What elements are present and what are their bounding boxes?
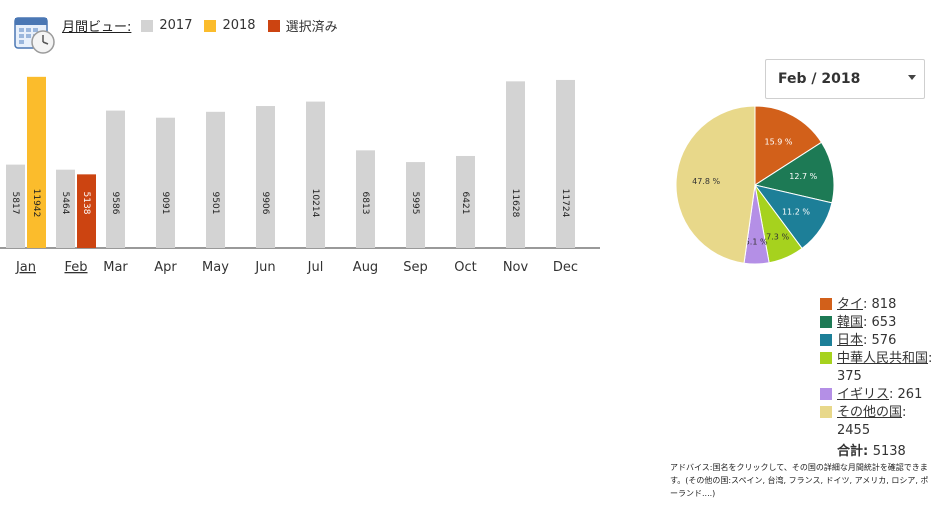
month-select-value: Feb / 2018 bbox=[778, 71, 861, 87]
legend-swatch bbox=[820, 334, 832, 346]
legend-label: 2017 bbox=[159, 18, 193, 33]
bar-value-label: 5464 bbox=[60, 192, 70, 215]
legend-item-selected: 選択済み bbox=[267, 16, 338, 35]
legend-item-2017: 2017 bbox=[141, 18, 192, 33]
pie-slice-1[interactable] bbox=[753, 141, 835, 204]
month-label-apr: Apr bbox=[154, 260, 177, 275]
legend-swatch bbox=[820, 388, 832, 400]
bar-value-label: 9586 bbox=[110, 192, 120, 215]
pie-slice-0[interactable] bbox=[754, 105, 823, 186]
bar-feb-2017[interactable] bbox=[56, 169, 75, 248]
month-label-sep: Sep bbox=[403, 260, 428, 275]
country-value: : 261 bbox=[889, 387, 923, 402]
legend-swatch bbox=[820, 352, 832, 364]
month-label-jun: Jun bbox=[254, 260, 275, 275]
bar-value-label: 9906 bbox=[260, 192, 270, 215]
legend-swatch bbox=[820, 298, 832, 310]
legend-label: 選択済み bbox=[285, 20, 338, 35]
pie-slice-5[interactable] bbox=[675, 105, 756, 264]
country-link[interactable]: 中華人民共和国 bbox=[837, 351, 929, 366]
pie-percent-label: 11.2 % bbox=[782, 207, 810, 216]
month-label-dec: Dec bbox=[553, 260, 578, 275]
bar-value-label: 6421 bbox=[460, 192, 470, 215]
total-value: 5138 bbox=[872, 444, 906, 459]
bar-feb-2018[interactable] bbox=[77, 174, 96, 248]
legend-swatch bbox=[820, 406, 832, 418]
legend-item-2018: 2018 bbox=[204, 18, 256, 33]
pie-percent-label: 15.9 % bbox=[765, 138, 793, 147]
month-label-jul: Jul bbox=[307, 260, 324, 275]
bar-value-label: 6813 bbox=[360, 192, 370, 215]
legend-label: 2018 bbox=[222, 18, 256, 33]
bar-may-2017[interactable] bbox=[206, 111, 225, 248]
country-link[interactable]: イギリス bbox=[837, 387, 890, 402]
bar-value-label: 10214 bbox=[310, 189, 320, 218]
bar-dec-2017[interactable] bbox=[556, 79, 575, 249]
pie-legend-item: タイ: 818 bbox=[820, 296, 935, 314]
month-label-nov: Nov bbox=[503, 260, 529, 275]
bar-jan-2017[interactable] bbox=[6, 164, 25, 248]
bar-aug-2017[interactable] bbox=[356, 150, 375, 248]
bar-value-label: 9501 bbox=[210, 192, 220, 215]
bar-value-label: 5138 bbox=[81, 192, 91, 215]
monthly-bar-chart: 5817 11942 Jan 5464 5138 Feb 9586 Mar 9091 Apr 950… bbox=[0, 76, 600, 275]
total-label: 合計: bbox=[837, 444, 869, 459]
pie-legend-item: 日本: 576 bbox=[820, 332, 935, 350]
pie-total: 合計: 5138 bbox=[820, 443, 935, 461]
pie-legend-item: 韓国: 653 bbox=[820, 314, 935, 332]
bar-value-label: 9091 bbox=[160, 192, 170, 215]
advice-text: アドバイス:国名をクリックして、その国の詳細な月間統計を確認できます。(その他の… bbox=[670, 463, 929, 498]
bar-nov-2017[interactable] bbox=[506, 81, 525, 248]
legend-swatch bbox=[141, 19, 154, 32]
pie-percent-label: 12.7 % bbox=[789, 172, 817, 181]
country-pie-chart: 15.9 % 12.7 % 11.2 % 7.3 %5.1 % 47.8 % bbox=[675, 105, 835, 265]
chevron-down-icon bbox=[908, 75, 916, 80]
month-label-aug: Aug bbox=[353, 260, 378, 275]
bar-jun-2017[interactable] bbox=[256, 106, 275, 248]
country-link[interactable]: 韓国 bbox=[837, 315, 864, 330]
country-link[interactable]: その他の国 bbox=[837, 405, 903, 420]
bar-mar-2017[interactable] bbox=[106, 110, 125, 248]
month-label-oct: Oct bbox=[454, 260, 476, 275]
chart-header: 月間ビュー: 2017 2018 選択済み bbox=[12, 10, 512, 54]
bar-value-label: 11628 bbox=[510, 189, 520, 218]
bar-apr-2017[interactable] bbox=[156, 117, 175, 248]
legend-swatch bbox=[267, 19, 280, 32]
bar-value-label: 11724 bbox=[560, 189, 570, 218]
country-link[interactable]: タイ bbox=[837, 297, 864, 312]
country-value: : 653 bbox=[863, 315, 897, 330]
bar-jan-2018[interactable] bbox=[27, 76, 46, 248]
country-value: : 2455 bbox=[837, 405, 907, 438]
bar-value-label: 5995 bbox=[410, 192, 420, 215]
legend-swatch bbox=[820, 316, 832, 328]
bar-legend: 月間ビュー: 2017 2018 選択済み bbox=[62, 16, 350, 35]
pie-legend-item: その他の国: 2455 bbox=[820, 404, 935, 440]
month-label-mar: Mar bbox=[103, 260, 128, 275]
bar-sep-2017[interactable] bbox=[406, 162, 425, 248]
country-value: : 375 bbox=[837, 351, 933, 384]
country-value: : 576 bbox=[863, 333, 897, 348]
country-value: : 818 bbox=[863, 297, 897, 312]
bar-value-label: 5817 bbox=[10, 192, 20, 215]
pie-percent-label: 7.3 % bbox=[766, 233, 789, 242]
bar-jul-2017[interactable] bbox=[306, 101, 325, 248]
month-label-feb[interactable]: Feb bbox=[64, 260, 87, 275]
view-title: 月間ビュー: bbox=[62, 20, 132, 35]
month-select-dropdown[interactable]: Feb / 2018 bbox=[765, 59, 925, 99]
bar-value-label: 11942 bbox=[31, 189, 41, 218]
month-label-may: May bbox=[202, 260, 229, 275]
country-link[interactable]: 日本 bbox=[837, 333, 864, 348]
pie-legend-item: 中華人民共和国: 375 bbox=[820, 350, 935, 386]
legend-swatch bbox=[204, 19, 217, 32]
calendar-clock-icon bbox=[14, 17, 55, 54]
pie-percent-label: 47.8 % bbox=[692, 177, 720, 186]
pie-percent-label: 5.1 % bbox=[745, 237, 768, 246]
pie-legend: タイ: 818 韓国: 653 日本: 576 中華人民共和国: 375 イギリス: 2… bbox=[820, 296, 935, 461]
bar-oct-2017[interactable] bbox=[456, 155, 475, 248]
month-label-jan[interactable]: Jan bbox=[15, 260, 36, 275]
pie-legend-item: イギリス: 261 bbox=[820, 386, 935, 404]
